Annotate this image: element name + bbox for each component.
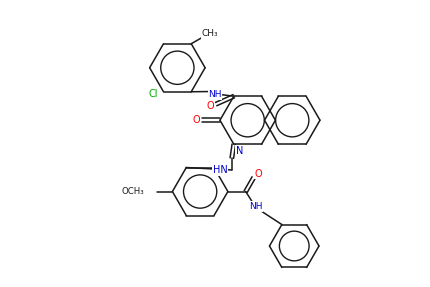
Text: NH: NH (208, 90, 221, 99)
Text: CH₃: CH₃ (201, 29, 218, 38)
Text: O: O (206, 101, 213, 111)
Text: HN: HN (212, 165, 227, 175)
Text: Cl: Cl (148, 89, 158, 99)
Text: NH: NH (248, 202, 262, 211)
Text: N: N (236, 146, 243, 156)
Text: O: O (254, 169, 262, 179)
Text: OCH₃: OCH₃ (122, 187, 144, 196)
Text: O: O (192, 115, 200, 125)
